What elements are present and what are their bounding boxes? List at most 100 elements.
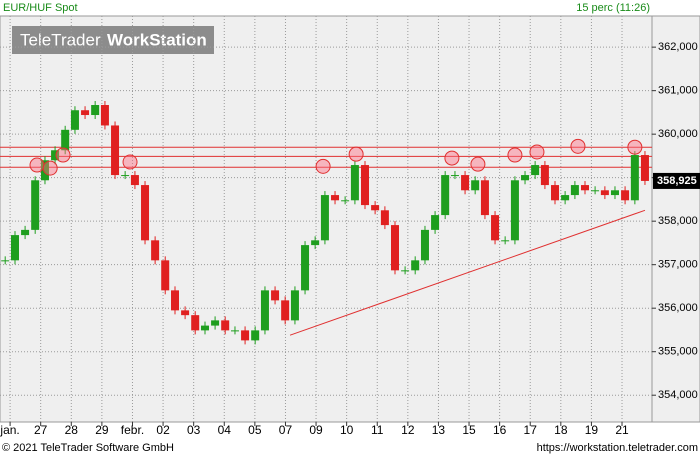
x-tick-label: 21 — [615, 423, 629, 437]
x-tick-label: 19 — [585, 423, 599, 437]
copyright: © 2021 TeleTrader Software GmbH — [2, 442, 174, 454]
pattern-marker — [570, 138, 586, 154]
candle — [21, 229, 30, 236]
candle — [510, 180, 519, 241]
watermark-box — [12, 26, 214, 54]
candle — [471, 180, 480, 191]
candle — [600, 190, 609, 196]
x-tick-label: febr. — [121, 423, 144, 437]
y-tick-label: 357,000 — [658, 259, 698, 271]
candle — [141, 185, 150, 241]
candle — [51, 150, 60, 161]
y-tick-label: 358,000 — [658, 215, 698, 227]
last-value-label: 358,925 — [657, 175, 697, 187]
candle — [281, 300, 290, 321]
x-tick-label: 29 — [95, 423, 109, 437]
candle — [81, 110, 90, 116]
plot-area — [0, 15, 700, 423]
candle — [331, 195, 340, 201]
candle — [431, 215, 440, 230]
pattern-marker — [55, 147, 71, 163]
y-tick-label: 362,000 — [658, 41, 698, 53]
last-value-box — [653, 172, 700, 189]
pattern-marker — [444, 150, 460, 166]
x-tick-label: jan. — [0, 423, 20, 437]
candle — [561, 195, 570, 201]
candle — [121, 175, 130, 177]
y-tick-label: 354,000 — [658, 389, 698, 401]
pattern-marker — [507, 147, 523, 163]
x-tick-label: 16 — [493, 423, 507, 437]
candle — [260, 290, 269, 331]
candle — [221, 320, 230, 331]
candle — [540, 165, 549, 186]
candle — [390, 225, 399, 271]
candle — [621, 190, 630, 201]
pattern-marker — [348, 146, 364, 162]
candle — [271, 290, 280, 301]
candle — [111, 125, 120, 176]
candle — [251, 330, 260, 341]
y-tick-label: 356,000 — [658, 302, 698, 314]
candle — [630, 155, 639, 201]
candle — [480, 180, 489, 216]
x-tick-label: 18 — [554, 423, 568, 437]
candle — [200, 325, 209, 331]
x-tick-label: 07 — [279, 423, 293, 437]
candle — [361, 165, 370, 206]
pattern-marker — [122, 154, 138, 170]
y-tick-label: 355,000 — [658, 346, 698, 358]
x-tick-label: 12 — [401, 423, 415, 437]
pattern-marker — [470, 156, 486, 172]
chart-title: EUR/HUF Spot — [3, 2, 78, 14]
candle — [521, 175, 530, 181]
x-tick-label: 02 — [156, 423, 170, 437]
pattern-marker — [315, 158, 331, 174]
candle — [230, 330, 239, 332]
candle — [401, 270, 410, 272]
candle — [290, 290, 299, 321]
candle — [371, 205, 380, 211]
candle — [40, 160, 49, 181]
candle — [570, 185, 579, 196]
candle — [161, 260, 170, 291]
pattern-marker — [529, 144, 545, 160]
candle — [461, 175, 470, 191]
candle — [350, 165, 359, 201]
x-tick-label: 09 — [309, 423, 323, 437]
watermark-right: WorkStation — [107, 30, 207, 49]
x-tick-label: 17 — [524, 423, 538, 437]
candle — [640, 155, 649, 181]
candle — [70, 110, 79, 130]
y-tick-label: 361,000 — [658, 85, 698, 97]
candle — [441, 175, 450, 216]
candle — [320, 195, 329, 241]
candle — [61, 129, 70, 151]
candle — [181, 310, 190, 316]
x-tick-label: 03 — [187, 423, 201, 437]
chart-subtitle: 15 perc (11:26) — [576, 2, 650, 14]
candle — [551, 185, 560, 201]
candle — [411, 260, 420, 271]
candle — [301, 245, 310, 291]
candle — [420, 229, 429, 261]
x-tick-label: 11 — [371, 423, 384, 437]
candle — [211, 320, 220, 326]
candle — [591, 190, 600, 192]
pattern-marker — [29, 157, 45, 173]
candle — [311, 240, 320, 246]
candle — [31, 180, 40, 230]
candle — [171, 290, 180, 311]
candle — [450, 175, 459, 177]
candle — [580, 185, 589, 191]
x-tick-label: 13 — [432, 423, 446, 437]
candle — [191, 315, 200, 331]
candle — [241, 330, 250, 341]
candle — [1, 260, 10, 262]
candle — [100, 105, 109, 126]
x-tick-label: 15 — [462, 423, 476, 437]
trendline — [289, 209, 646, 336]
pattern-marker — [627, 139, 643, 155]
x-tick-label: 27 — [34, 423, 48, 437]
